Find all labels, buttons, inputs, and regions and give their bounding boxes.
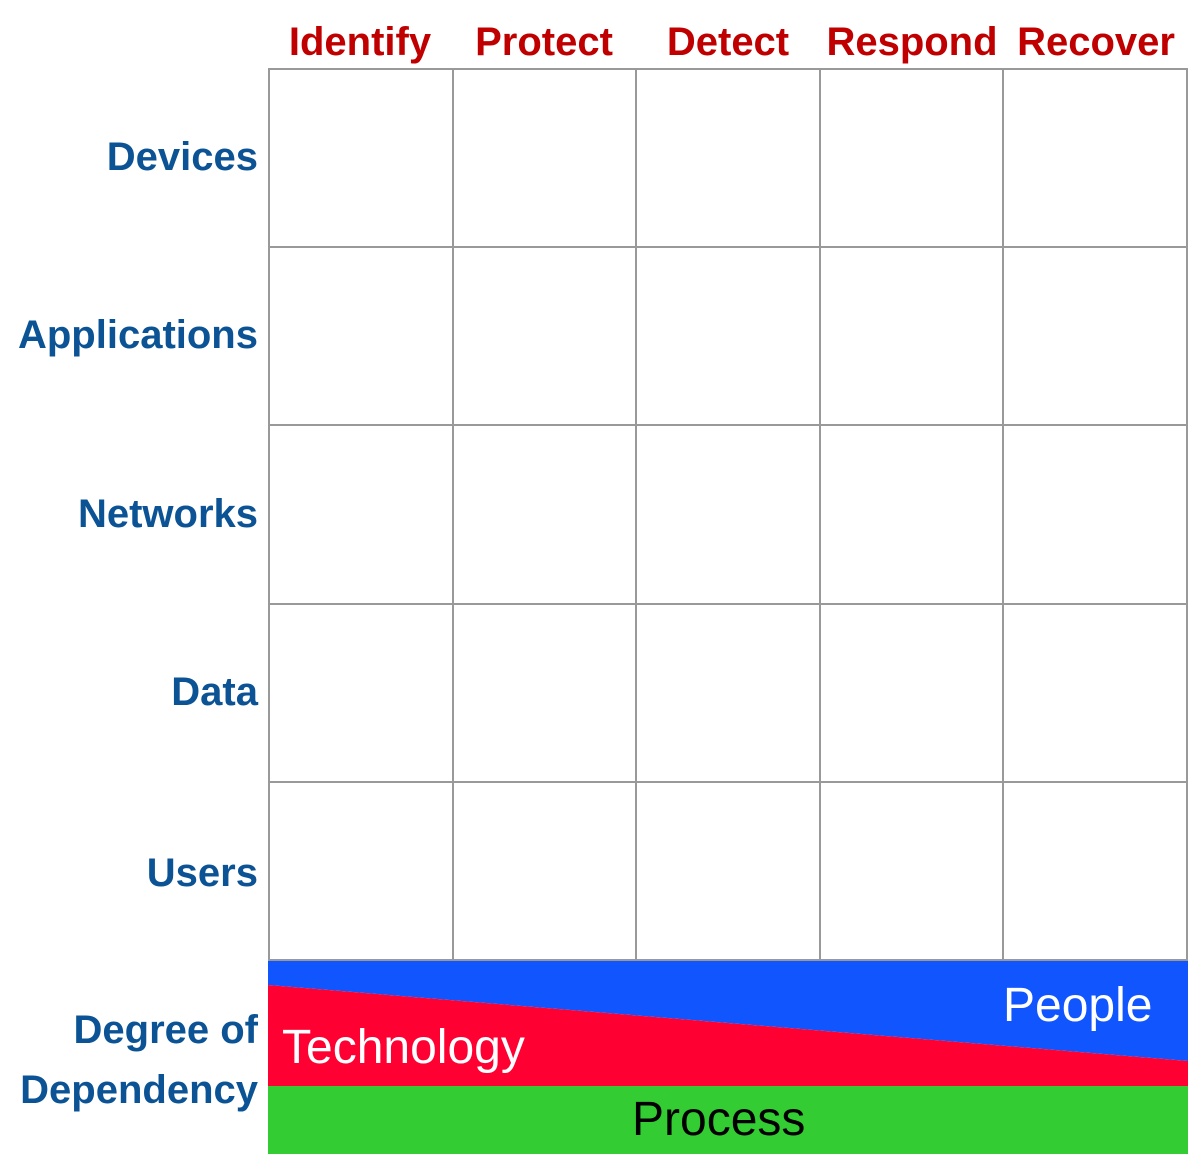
dependency-bar bbox=[268, 961, 1188, 1154]
grid-cell bbox=[1004, 426, 1188, 605]
process-area bbox=[268, 1086, 1188, 1154]
grid-cell bbox=[637, 426, 821, 605]
grid-cell bbox=[453, 70, 638, 249]
grid-cell bbox=[637, 248, 821, 427]
grid-cell bbox=[637, 782, 821, 961]
grid-cell bbox=[453, 604, 638, 783]
people-area bbox=[268, 961, 1188, 1061]
grid-cell bbox=[1004, 70, 1188, 249]
grid-cell bbox=[1004, 604, 1188, 783]
grid-cell bbox=[270, 782, 454, 961]
grid-cell bbox=[820, 248, 1005, 427]
people-label: People bbox=[1003, 979, 1153, 1032]
grid-cell bbox=[820, 70, 1005, 249]
column-header-respond: Respond bbox=[826, 20, 998, 64]
grid-cell bbox=[453, 248, 638, 427]
technology-area bbox=[268, 985, 1188, 1086]
grid-cell bbox=[453, 426, 638, 605]
grid-cell bbox=[270, 248, 454, 427]
grid-cell bbox=[270, 604, 454, 783]
row-header-applications: Applications bbox=[17, 313, 258, 357]
row-header-data: Data bbox=[171, 670, 258, 714]
column-header-protect: Protect bbox=[475, 20, 613, 64]
grid-cell bbox=[820, 604, 1005, 783]
process-label: Process bbox=[632, 1093, 806, 1146]
matrix-grid bbox=[268, 68, 1188, 961]
grid-cell bbox=[270, 426, 454, 605]
grid-cell bbox=[1004, 248, 1188, 427]
row-header-networks: Networks bbox=[77, 492, 258, 536]
grid-cell bbox=[453, 782, 638, 961]
column-header-identify: Identify bbox=[288, 20, 432, 64]
technology-label: Technology bbox=[282, 1021, 525, 1074]
column-header-detect: Detect bbox=[666, 20, 790, 64]
row-header-users: Users bbox=[146, 851, 258, 895]
grid-cell bbox=[820, 426, 1005, 605]
dependency-title-line1: Degree of bbox=[73, 1008, 259, 1052]
grid-cell bbox=[637, 70, 821, 249]
dependency-title-line2: Dependency bbox=[20, 1068, 258, 1112]
dependency-title: Degree of Dependency bbox=[0, 1000, 258, 1120]
grid-cell bbox=[637, 604, 821, 783]
column-header-recover: Recover bbox=[1017, 20, 1175, 64]
grid-cell bbox=[820, 782, 1005, 961]
grid-cell bbox=[270, 70, 454, 249]
row-header-devices: Devices bbox=[106, 135, 258, 179]
grid-cell bbox=[1004, 782, 1188, 961]
